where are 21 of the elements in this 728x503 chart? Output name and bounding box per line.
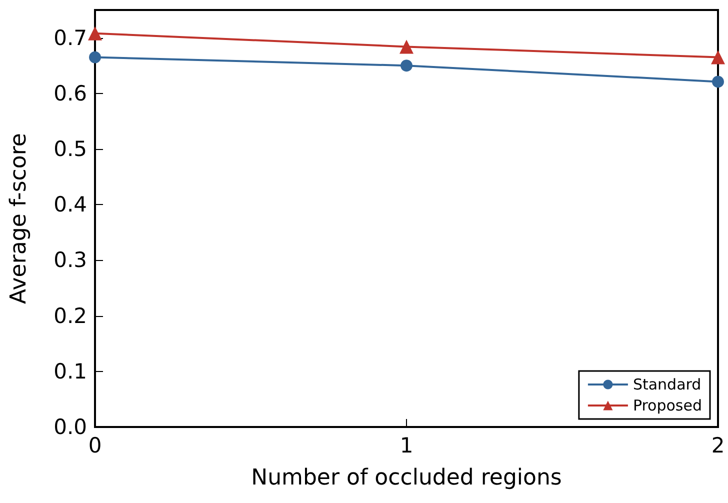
x-tick-label: 2 [711, 434, 725, 458]
x-tick-label: 1 [400, 434, 414, 458]
point [711, 50, 725, 64]
point [88, 26, 102, 40]
legend-label: Standard [632, 376, 702, 394]
y-tick-label: 0.1 [54, 359, 87, 384]
x-tick-label: 0 [88, 434, 102, 458]
y-tick-label: 0.4 [54, 192, 87, 217]
x-axis-title: Number of occluded regions [251, 466, 562, 490]
y-tick-label: 0.7 [54, 26, 87, 50]
legend-label: Proposed [632, 396, 702, 414]
y-tick-label: 0.5 [54, 137, 87, 161]
point [712, 76, 724, 88]
point [400, 40, 414, 54]
y-tick-label: 0.3 [54, 248, 87, 272]
y-tick-label: 0.2 [54, 304, 87, 328]
y-tick-label: 0.0 [54, 415, 87, 439]
y-axis-title: Average f-score [6, 133, 32, 304]
point [89, 51, 101, 64]
point [400, 60, 412, 72]
y-tick-label: 0.6 [54, 81, 87, 106]
